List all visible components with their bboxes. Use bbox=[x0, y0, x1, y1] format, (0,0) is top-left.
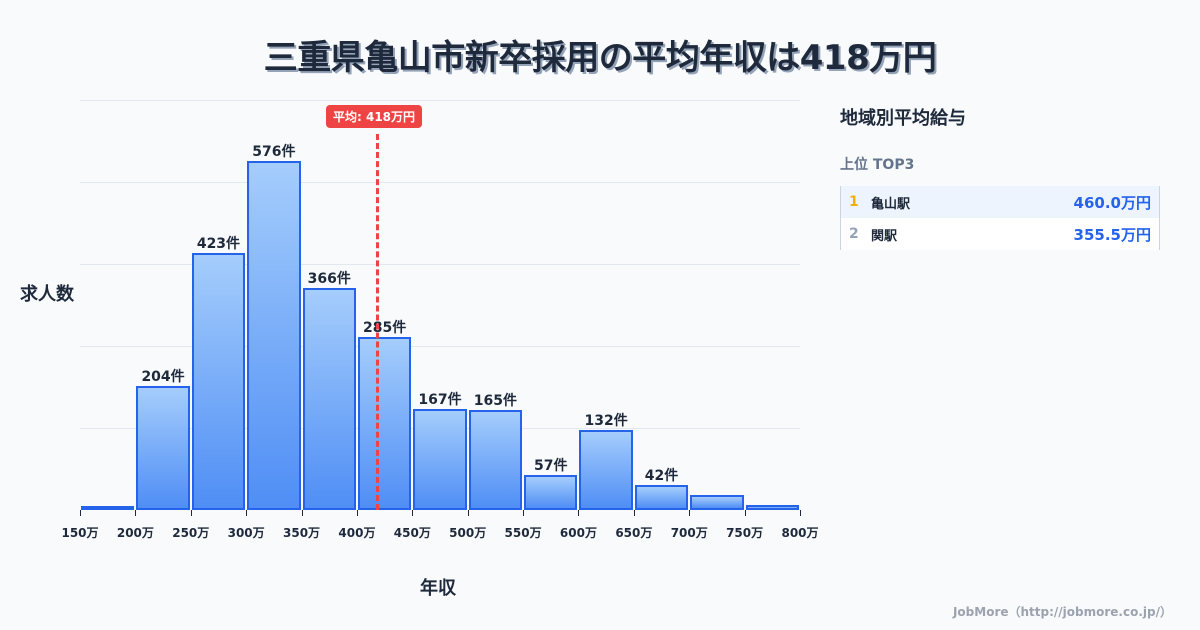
x-tick bbox=[578, 510, 580, 516]
histogram-bar bbox=[302, 288, 356, 510]
x-tick-label: 450万 bbox=[393, 526, 431, 540]
bar-value-label: 366件 bbox=[307, 271, 351, 287]
histogram-bar bbox=[745, 505, 799, 510]
x-tick bbox=[744, 510, 746, 516]
x-tick-label: 400万 bbox=[338, 526, 376, 540]
x-tick bbox=[633, 510, 635, 516]
x-tick-label: 350万 bbox=[283, 526, 321, 540]
x-tick bbox=[80, 510, 81, 516]
average-salary: 355.5万円 bbox=[1073, 225, 1151, 244]
bar-value-label: 204件 bbox=[141, 369, 185, 385]
bar-value-label: 132件 bbox=[584, 413, 628, 429]
histogram-bar bbox=[690, 495, 744, 510]
gridline bbox=[80, 182, 800, 183]
bar-value-label: 576件 bbox=[252, 144, 296, 160]
ranking-row: 1 亀山駅 460.0万円 bbox=[841, 186, 1159, 218]
x-tick bbox=[246, 510, 248, 516]
panel-title: 地域別平均給与 bbox=[840, 108, 966, 129]
gridline bbox=[80, 346, 800, 347]
x-tick bbox=[523, 510, 525, 516]
histogram-bar bbox=[634, 485, 689, 510]
x-tick-label: 750万 bbox=[726, 526, 764, 540]
gridline bbox=[80, 264, 800, 265]
histogram-bar bbox=[413, 409, 467, 510]
station-name: 関駅 bbox=[871, 228, 898, 244]
histogram-bar bbox=[81, 506, 135, 510]
x-tick-label: 200万 bbox=[116, 526, 154, 540]
ranking-row: 2 関駅 355.5万円 bbox=[841, 218, 1159, 250]
histogram-bar bbox=[468, 410, 523, 510]
station-name: 亀山駅 bbox=[871, 196, 911, 212]
histogram-bar bbox=[136, 386, 190, 510]
histogram-bar bbox=[357, 337, 412, 510]
rank-number: 2 bbox=[849, 226, 859, 242]
y-axis-label: 求人数 bbox=[20, 284, 74, 305]
average-line bbox=[376, 134, 379, 510]
x-tick-label: 550万 bbox=[504, 526, 542, 540]
page-title: 三重県亀山市新卒採用の平均年収は418万円 bbox=[263, 38, 937, 78]
x-tick bbox=[301, 510, 303, 516]
x-tick bbox=[467, 510, 469, 516]
x-tick bbox=[800, 510, 801, 516]
x-tick-label: 150万 bbox=[61, 526, 99, 540]
bar-value-label: 57件 bbox=[534, 458, 568, 474]
x-tick-label: 250万 bbox=[172, 526, 210, 540]
histogram-bar bbox=[247, 161, 301, 510]
histogram-bar bbox=[191, 253, 246, 510]
bar-value-label: 165件 bbox=[473, 393, 517, 409]
regional-salary-panel: 地域別平均給与 上位 TOP3 1 亀山駅 460.0万円 2 関駅 355.5… bbox=[840, 104, 1160, 250]
x-tick-label: 800万 bbox=[781, 526, 819, 540]
gridline bbox=[80, 100, 800, 101]
x-tick bbox=[135, 510, 137, 516]
panel-subtitle: 上位 TOP3 bbox=[840, 157, 915, 173]
x-tick-label: 700万 bbox=[670, 526, 708, 540]
x-tick bbox=[190, 510, 192, 516]
bar-value-label: 42件 bbox=[644, 468, 679, 484]
bar-value-label: 423件 bbox=[196, 236, 241, 252]
x-tick-label: 650万 bbox=[615, 526, 653, 540]
average-salary: 460.0万円 bbox=[1073, 193, 1151, 212]
ranking-table: 1 亀山駅 460.0万円 2 関駅 355.5万円 bbox=[840, 186, 1160, 250]
average-badge: 平均: 418万円 bbox=[326, 105, 423, 128]
bar-value-label: 167件 bbox=[418, 392, 462, 408]
rank-number: 1 bbox=[849, 194, 859, 210]
x-axis-label: 年収 bbox=[420, 578, 456, 599]
x-tick-label: 500万 bbox=[449, 526, 487, 540]
x-tick bbox=[412, 510, 414, 516]
x-tick-label: 600万 bbox=[559, 526, 597, 540]
x-tick bbox=[356, 510, 358, 516]
x-tick bbox=[689, 510, 691, 516]
bar-value-label: 285件 bbox=[362, 320, 407, 336]
x-tick-label: 300万 bbox=[227, 526, 265, 540]
histogram-chart: 204件 423件 576件 366件 285件 167件 165件 57件 132件 42件 bbox=[80, 100, 800, 510]
histogram-bar bbox=[524, 475, 578, 510]
footer-credit: JobMore（http://jobmore.co.jp/） bbox=[952, 605, 1172, 619]
histogram-bar bbox=[579, 430, 633, 510]
